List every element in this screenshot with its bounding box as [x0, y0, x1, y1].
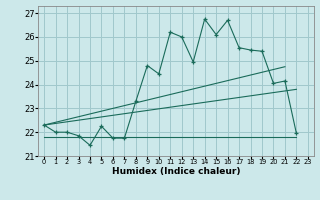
X-axis label: Humidex (Indice chaleur): Humidex (Indice chaleur) [112, 167, 240, 176]
